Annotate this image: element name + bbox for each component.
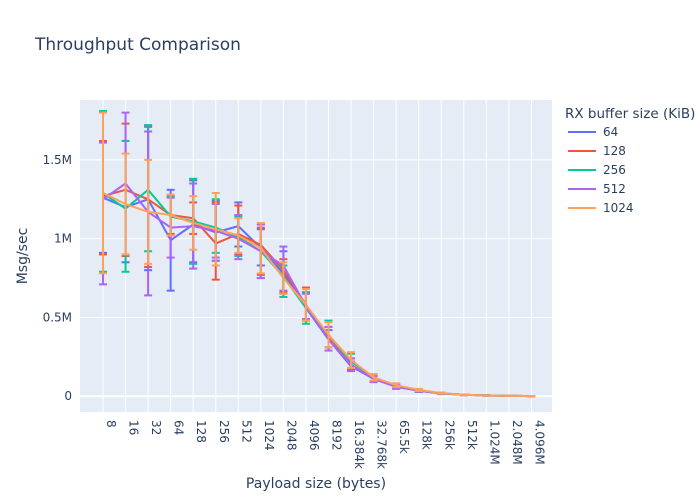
x-tick-label: 256k [442,420,456,450]
x-tick-label: 64 [172,420,186,435]
legend-label: 512 [603,182,626,196]
x-tick-label: 32 [149,420,163,435]
plot-area [80,100,552,412]
y-tick-label: 1M [54,232,72,246]
legend-item[interactable]: 64 [568,125,618,139]
x-tick-label: 512k [465,420,479,450]
x-tick-label: 1.024M [487,420,501,465]
x-tick-label: 32.768k [375,420,389,469]
legend[interactable]: RX buffer size (KiB) 64 128 256 512 1024 [565,106,695,215]
series-line [102,192,532,398]
legend-label: 128 [603,144,626,158]
y-axis-title: Msg/sec [15,228,31,285]
series-1024 [99,111,536,398]
legend-item[interactable]: 1024 [568,201,634,215]
legend-label: 256 [603,163,626,177]
x-tick-label: 2.048M [510,420,524,465]
x-tick-label: 4.096M [532,420,546,465]
x-tick-label: 4096 [307,420,321,451]
legend-items[interactable]: 64 128 256 512 1024 [568,125,634,215]
x-tick-label: 512 [239,420,253,443]
x-axis-title: Payload size (bytes) [246,476,386,492]
legend-label: 64 [603,125,618,139]
legend-title: RX buffer size (KiB) [565,106,695,122]
legend-item[interactable]: 512 [568,182,626,196]
x-tick-label: 128k [420,420,434,450]
chart-title: Throughput Comparison [34,35,241,55]
legend-item[interactable]: 256 [568,163,626,177]
x-tick-label: 256 [217,420,231,443]
x-tick-label: 8192 [330,420,344,451]
y-tick-labels: 0 0.5M 1M 1.5M [43,153,72,403]
x-tick-label: 16 [127,420,141,435]
x-tick-label: 16.384k [352,420,366,469]
x-tick-label: 8 [104,420,118,428]
y-tick-label: 1.5M [43,153,72,167]
x-tick-label: 1024 [262,420,276,451]
y-tick-label: 0.5M [43,310,72,324]
legend-label: 1024 [603,201,634,215]
legend-item[interactable]: 128 [568,144,626,158]
x-tick-label: 128 [194,420,208,443]
x-tick-label: 65.5k [397,420,411,454]
series-layer [99,110,536,398]
x-tick-labels: 8 16 32 64 128 256 512 1024 2048 4096 8192 16.384k 3… [104,420,546,469]
x-tick-label: 2048 [284,420,298,451]
y-tick-label: 0 [64,389,72,403]
